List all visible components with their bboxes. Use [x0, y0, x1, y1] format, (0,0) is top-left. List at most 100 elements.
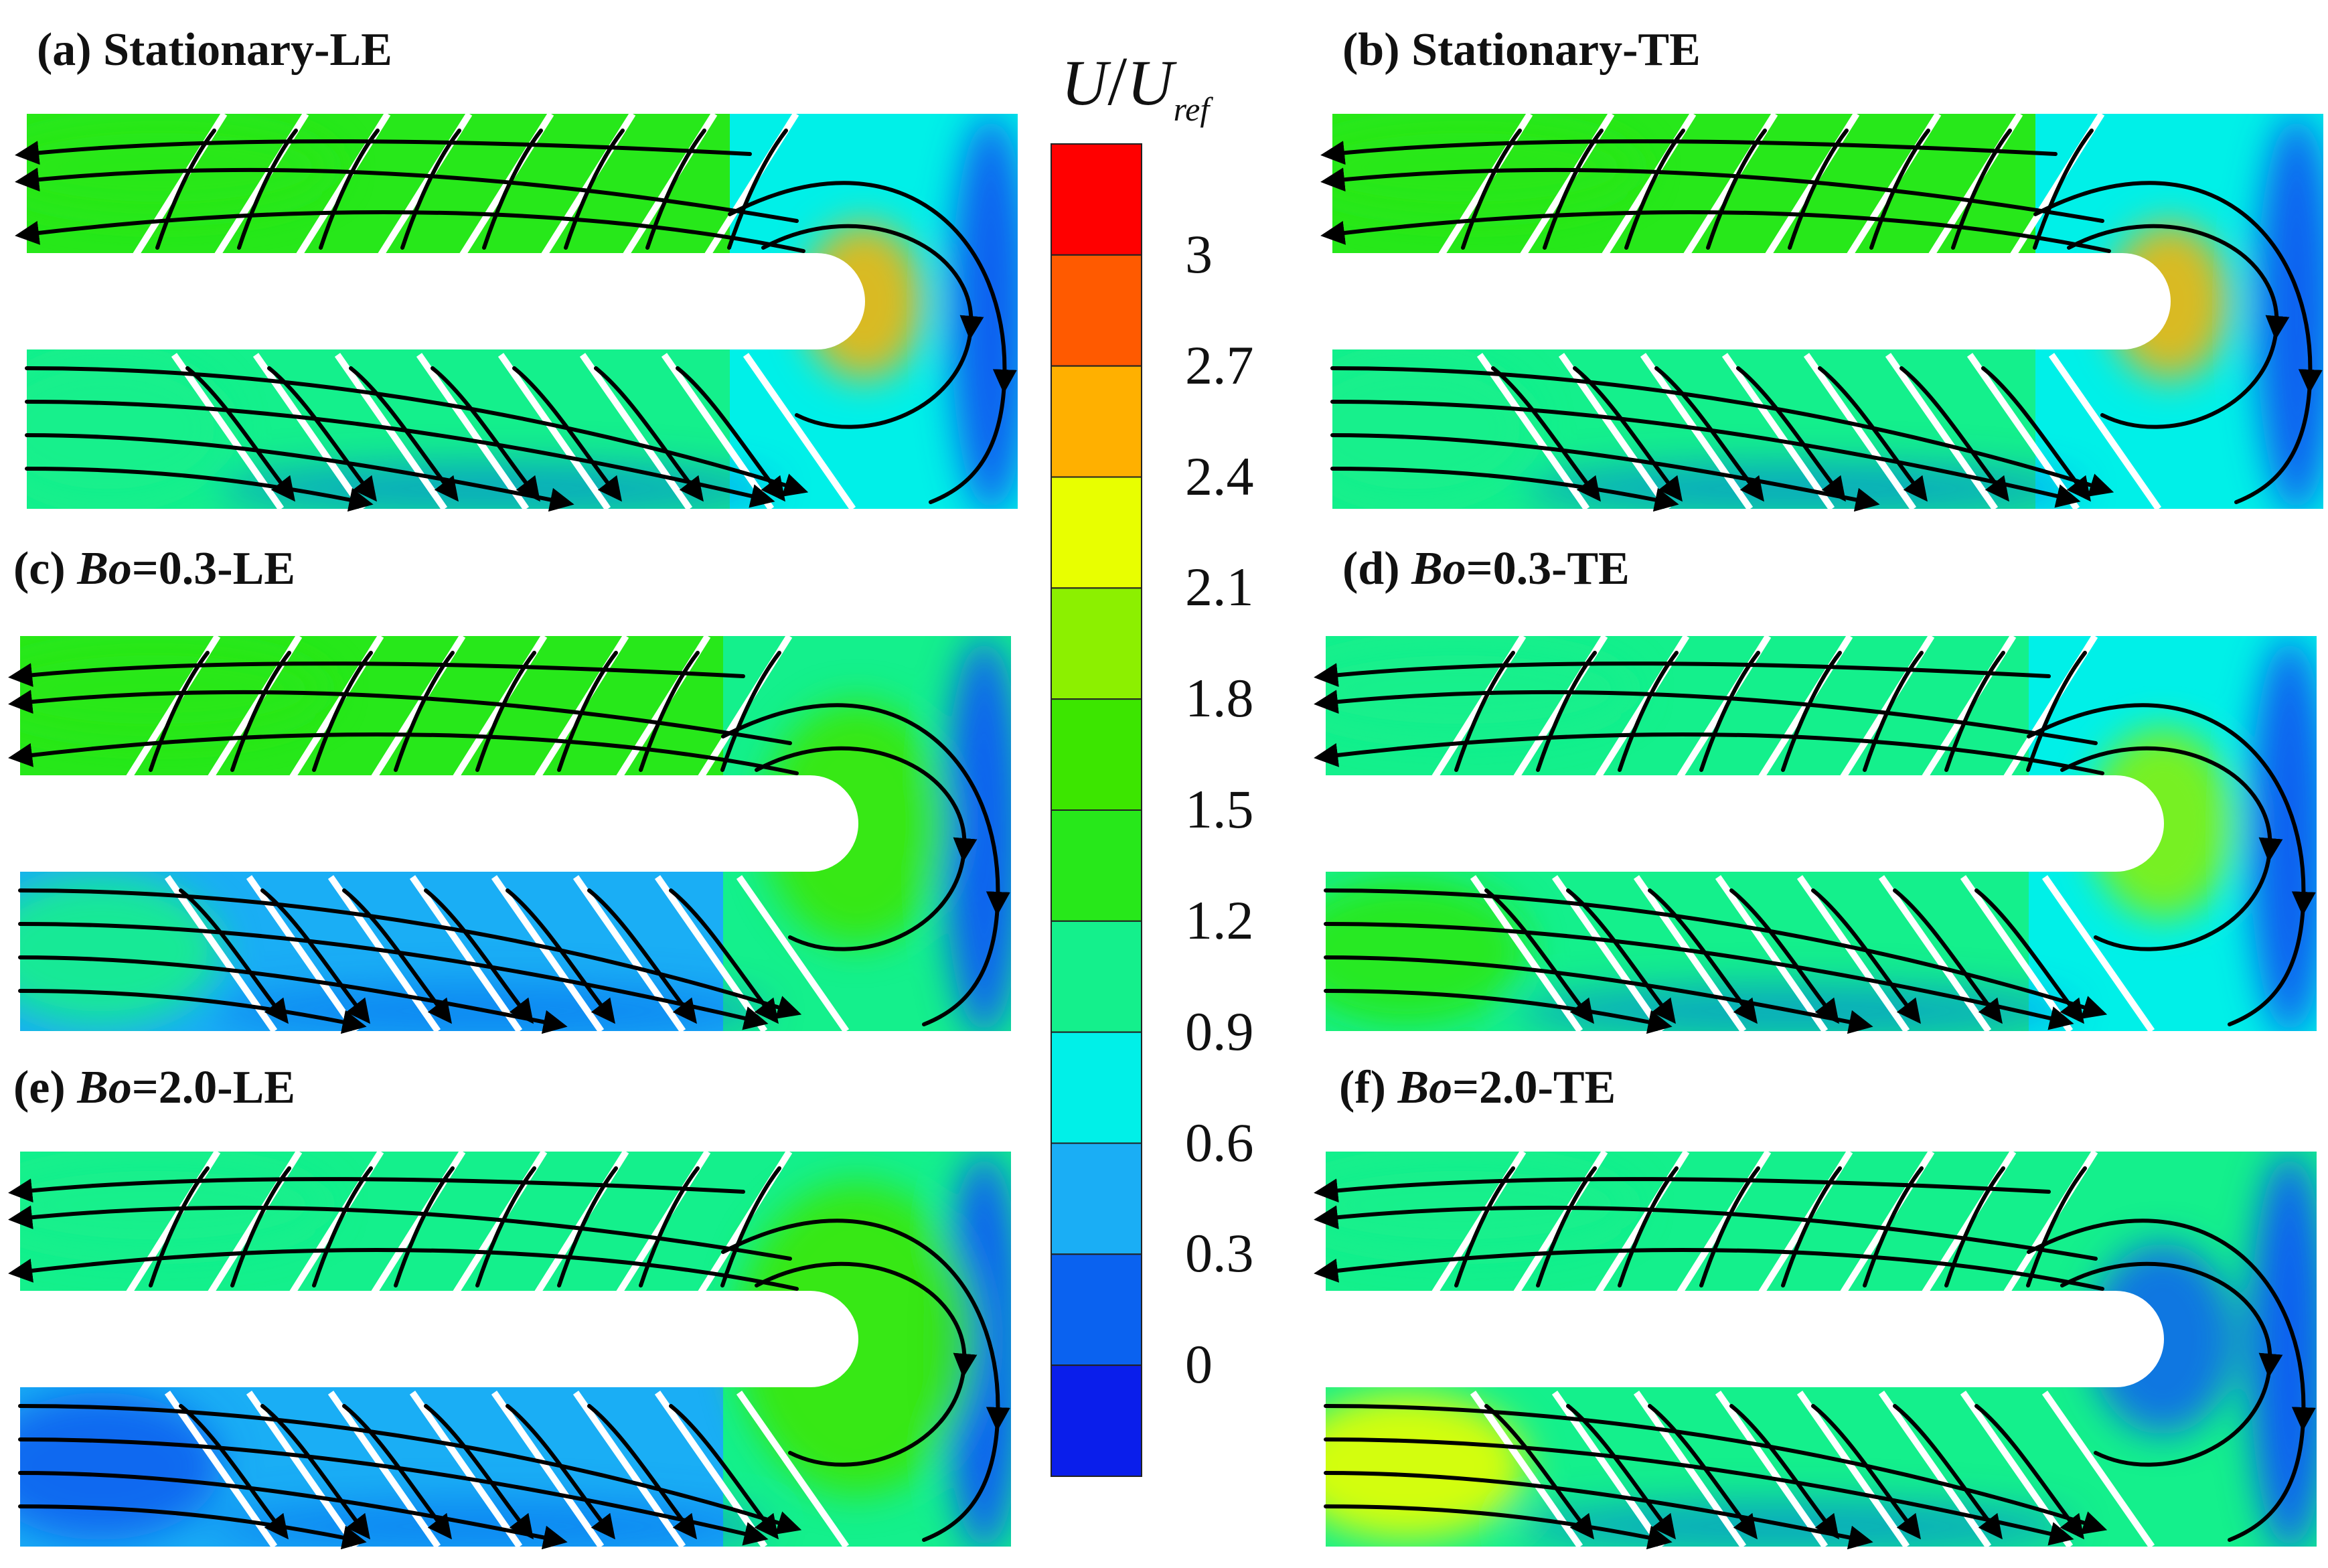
colorbar-tick-label: 1.8 [1185, 668, 1254, 729]
streamline [587, 888, 697, 1024]
streamline [1314, 690, 2098, 745]
streamline [1893, 1404, 2003, 1540]
streamline [1781, 651, 1842, 772]
streamline [2067, 224, 2290, 429]
streamline [1314, 732, 2104, 775]
streamline [1536, 1166, 1597, 1287]
streamline [594, 366, 704, 502]
streamline [15, 210, 805, 253]
streamline [482, 129, 543, 250]
colorbar-tick-label: 0.9 [1185, 1000, 1254, 1062]
colorbar [1051, 143, 1142, 1477]
streamline [1944, 651, 2005, 772]
streamline [720, 651, 781, 772]
streamline [1324, 922, 2074, 1030]
streamline [25, 433, 574, 512]
streamline [721, 1219, 1010, 1542]
colorbar-band [1051, 920, 1142, 1033]
streamline [260, 1404, 370, 1540]
streamline [18, 922, 769, 1030]
panel-f [1314, 1152, 2317, 1550]
streamline [475, 1166, 536, 1287]
streamline [18, 955, 568, 1034]
streamline [475, 651, 536, 772]
streamline [721, 703, 1010, 1026]
colorbar-tick-label: 1.5 [1185, 779, 1254, 840]
streamline [761, 224, 984, 429]
streamline [1566, 1404, 1676, 1540]
streamline [1461, 129, 1522, 250]
colorbar-tick-label: 3 [1185, 223, 1213, 285]
streamline [260, 888, 370, 1024]
streamline [8, 732, 799, 775]
streamline [25, 467, 374, 512]
colorbar-band [1051, 1253, 1142, 1366]
streamline [1974, 888, 2084, 1024]
streamline [230, 651, 291, 772]
streamline [728, 181, 1017, 504]
colorbar-band [1051, 476, 1142, 589]
streamline [2060, 746, 2283, 951]
streamline [1944, 1166, 2005, 1287]
streamline [1699, 651, 1760, 772]
panel-e [8, 1152, 1011, 1550]
streamline [400, 129, 461, 250]
streamline [2027, 1219, 2316, 1542]
streamline [18, 1437, 769, 1546]
colorbar-tick-label: 0 [1185, 1334, 1213, 1395]
colorbar-tick-label: 2.1 [1185, 556, 1254, 618]
streamline [645, 129, 706, 250]
streamline [1729, 888, 1839, 1024]
streamline [506, 888, 615, 1024]
panel-d [1314, 636, 2317, 1034]
streamline [1484, 1404, 1594, 1540]
streamline [18, 989, 367, 1034]
streamline [1863, 1166, 1924, 1287]
streamline [149, 651, 210, 772]
streamline [1951, 129, 2012, 250]
streamline [1706, 129, 1767, 250]
streamline [179, 888, 289, 1024]
panel-a [15, 114, 1018, 512]
streamline [25, 400, 775, 508]
streamline [1699, 1166, 1760, 1287]
streamline [394, 651, 455, 772]
streamline [1618, 651, 1679, 772]
streamline [669, 888, 779, 1024]
streamline [1324, 989, 1673, 1034]
streamline [1648, 1404, 1758, 1540]
streamline [18, 1504, 367, 1550]
streamline [1818, 366, 1928, 502]
streamline [312, 1166, 373, 1287]
streamline [1736, 366, 1846, 502]
streamline [557, 1166, 618, 1287]
colorbar-tick-label: 2.4 [1185, 445, 1254, 507]
streamline [1536, 651, 1597, 772]
streamline [1324, 1504, 1673, 1550]
colorbar-band [1051, 698, 1142, 811]
streamline [1648, 888, 1758, 1024]
streamline [267, 366, 377, 502]
panel-title-d: (d) Bo=0.3-TE [1342, 543, 1630, 595]
streamline [2060, 1261, 2283, 1467]
streamline [1729, 1404, 1839, 1540]
streamline [1324, 955, 1873, 1034]
colorbar-band [1051, 1031, 1142, 1144]
streamline [512, 366, 622, 502]
streamline [2026, 651, 2087, 772]
colorbar-band [1051, 365, 1142, 478]
streamline [727, 129, 788, 250]
streamline [1624, 129, 1685, 250]
streamline [1314, 1205, 2098, 1261]
streamline [2033, 129, 2094, 250]
streamline [1981, 366, 2091, 502]
streamline [149, 1166, 210, 1287]
colorbar-tick-label: 0.3 [1185, 1223, 1254, 1284]
colorbar-band [1051, 1364, 1142, 1477]
streamline [587, 1404, 697, 1540]
streamline [1484, 888, 1594, 1024]
colorbar-tick-label: 2.7 [1185, 334, 1254, 396]
streamline [639, 1166, 700, 1287]
streamline [1324, 1437, 2074, 1546]
colorbar-tick-label: 1.2 [1185, 889, 1254, 951]
